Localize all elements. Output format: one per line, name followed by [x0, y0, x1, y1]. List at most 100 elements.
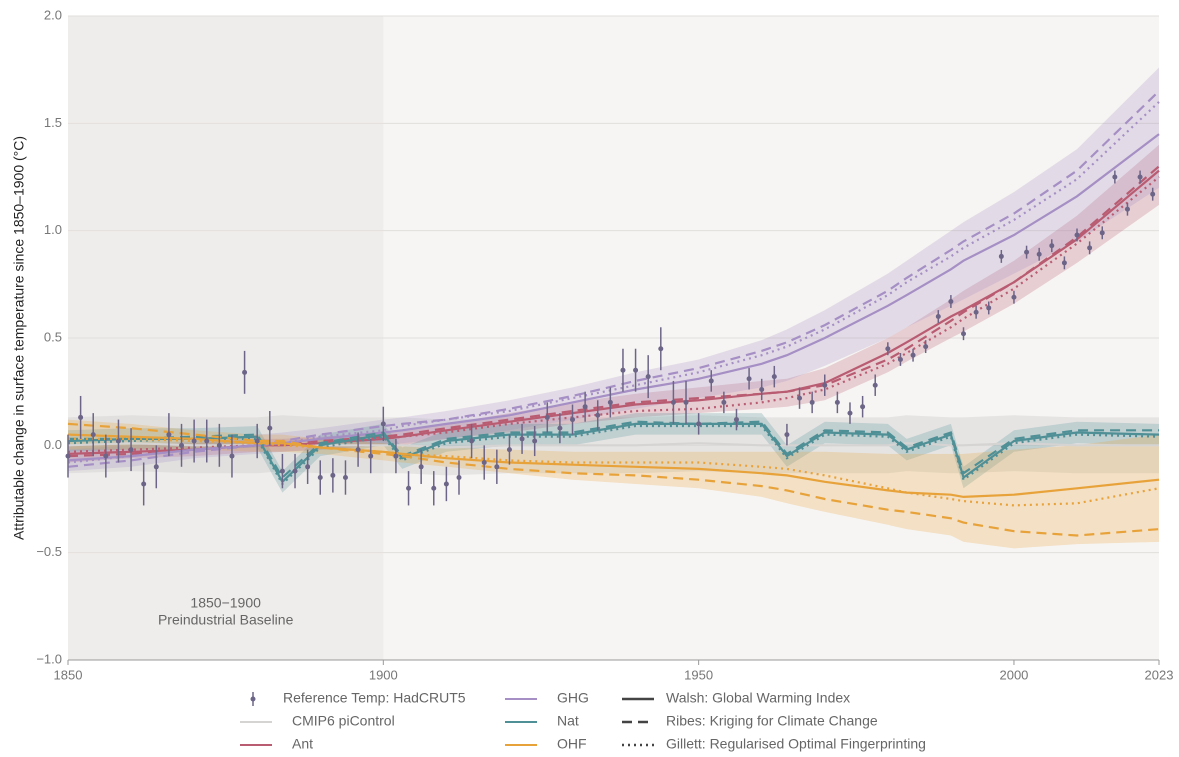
- reference-point: [1112, 174, 1118, 180]
- reference-point: [1137, 174, 1143, 180]
- x-tick-label: 1900: [369, 667, 398, 682]
- reference-point: [897, 356, 903, 362]
- reference-point: [305, 464, 311, 470]
- reference-point: [317, 475, 323, 481]
- y-tick-label: 1.0: [44, 222, 62, 237]
- reference-point: [292, 468, 298, 474]
- reference-point: [961, 331, 967, 337]
- legend-label: Gillett: Regularised Optimal Fingerprint…: [666, 736, 926, 752]
- reference-point: [216, 442, 222, 448]
- reference-point: [204, 438, 210, 444]
- reference-point: [1074, 232, 1080, 238]
- x-tick-label: 2000: [999, 667, 1028, 682]
- reference-point: [759, 387, 765, 393]
- reference-point: [670, 399, 676, 405]
- reference-point: [696, 421, 702, 427]
- series-line: [67, 433, 1160, 499]
- reference-point: [721, 399, 727, 405]
- y-axis-label: Attributable change in surface temperatu…: [11, 136, 27, 540]
- x-tick-label: 1950: [684, 667, 713, 682]
- reference-point: [1036, 251, 1042, 257]
- reference-point: [595, 412, 601, 418]
- y-tick-label: −1.0: [36, 651, 62, 666]
- reference-point: [1099, 230, 1105, 236]
- legend-label: Nat: [557, 713, 579, 729]
- legend-label: Walsh: Global Warming Index: [666, 690, 850, 706]
- reference-point: [90, 432, 96, 438]
- reference-point: [141, 481, 147, 487]
- reference-point: [355, 447, 361, 453]
- reference-point: [784, 432, 790, 438]
- uncertainty-band: [68, 144, 1159, 463]
- reference-point: [923, 344, 929, 350]
- y-tick-label: 2.0: [44, 7, 62, 22]
- y-tick-label: −0.5: [36, 544, 62, 559]
- reference-point: [910, 352, 916, 358]
- legend-label: Reference Temp: HadCRUT5: [283, 690, 466, 706]
- reference-point: [342, 475, 348, 481]
- reference-point: [153, 464, 159, 470]
- reference-point: [746, 376, 752, 382]
- uncertainty-band: [68, 419, 1159, 549]
- reference-point: [834, 399, 840, 405]
- uncertainty-band: [68, 67, 1159, 472]
- reference-point: [1049, 243, 1055, 249]
- reference-point: [822, 382, 828, 388]
- reference-point: [1124, 206, 1130, 212]
- legend-label: CMIP6 piControl: [292, 713, 395, 729]
- reference-point: [544, 414, 550, 420]
- reference-point: [797, 395, 803, 401]
- reference-point: [872, 382, 878, 388]
- reference-point: [115, 438, 121, 444]
- reference-point: [267, 425, 273, 431]
- legend-label: GHG: [557, 690, 589, 706]
- reference-point: [103, 453, 109, 459]
- reference-point: [456, 475, 462, 481]
- reference-point: [166, 432, 172, 438]
- reference-point: [570, 417, 576, 423]
- reference-point: [658, 346, 664, 352]
- reference-point: [986, 305, 992, 311]
- legend-swatch: [250, 696, 256, 702]
- reference-point: [494, 464, 500, 470]
- reference-point: [469, 438, 475, 444]
- reference-point: [1061, 260, 1067, 266]
- reference-point: [254, 438, 260, 444]
- uncertainty-band: [68, 413, 1159, 493]
- reference-point: [733, 417, 739, 423]
- reference-point: [418, 464, 424, 470]
- region-label: 1850−1900: [190, 595, 261, 611]
- reference-point: [368, 453, 374, 459]
- reference-point: [973, 309, 979, 315]
- reference-point: [1087, 245, 1093, 251]
- reference-point: [393, 453, 399, 459]
- legend-label: OHF: [557, 736, 587, 752]
- reference-point: [998, 253, 1004, 259]
- x-tick-label: 2023: [1145, 667, 1174, 682]
- x-tick-label: 1850: [54, 667, 83, 682]
- reference-point: [65, 453, 71, 459]
- reference-point: [128, 447, 134, 453]
- reference-point: [683, 399, 689, 405]
- series-line: [67, 424, 1160, 486]
- reference-point: [242, 369, 248, 375]
- reference-point: [607, 399, 613, 405]
- reference-point: [620, 367, 626, 373]
- reference-point: [860, 404, 866, 410]
- legend-label: Ant: [292, 736, 313, 752]
- reference-point: [885, 346, 891, 352]
- reference-point: [633, 367, 639, 373]
- reference-point: [708, 378, 714, 384]
- reference-point: [847, 410, 853, 416]
- series-line: [68, 420, 1159, 480]
- reference-point: [519, 436, 525, 442]
- reference-point: [279, 468, 285, 474]
- reference-point: [645, 374, 651, 380]
- legend-label: Ribes: Kriging for Climate Change: [666, 713, 878, 729]
- series-line: [67, 176, 1160, 453]
- reference-point: [935, 314, 941, 320]
- region-label: Preindustrial Baseline: [158, 612, 294, 628]
- y-tick-label: 0.5: [44, 329, 62, 344]
- reference-point: [948, 299, 954, 305]
